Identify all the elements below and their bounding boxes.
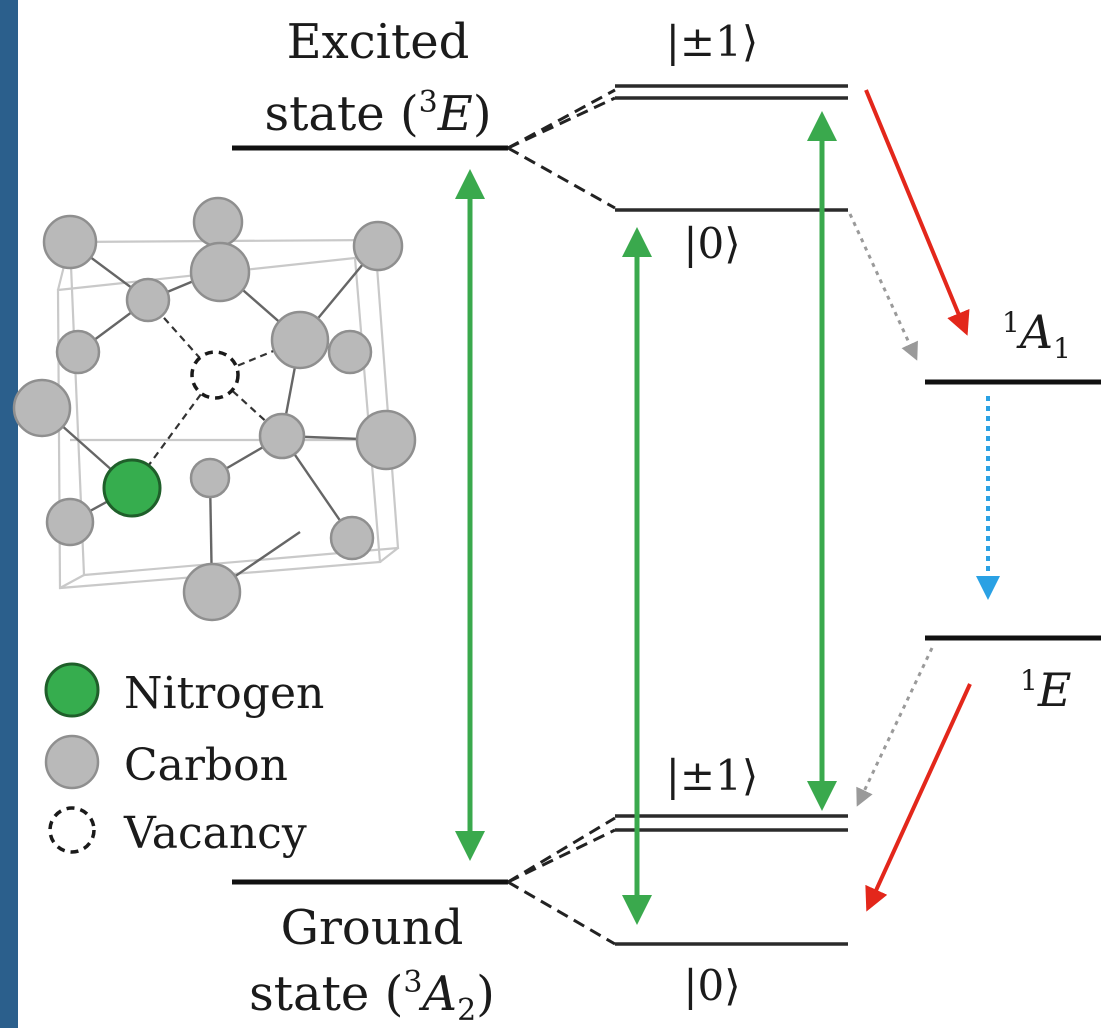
ground-split-line xyxy=(507,828,616,884)
legend-carbon-swatch xyxy=(44,734,100,790)
carbon-atom xyxy=(55,329,101,375)
nitrogen-atom xyxy=(102,458,162,518)
ground-0-label: |0⟩ xyxy=(683,961,740,1010)
weak-isc-to-a1-arrow xyxy=(848,213,918,361)
carbon-atom xyxy=(192,196,244,248)
excited-state-group: Excited state (3E) |±1⟩ |0⟩ xyxy=(232,14,848,268)
optical-transitions xyxy=(455,111,837,925)
left-frame-edge xyxy=(0,0,18,1028)
intersystem-crossings xyxy=(848,89,1000,912)
singlet-levels: 1A1 1E xyxy=(925,305,1101,717)
vacancy-site xyxy=(190,350,240,400)
isc-to-a1-arrow xyxy=(864,89,970,336)
carbon-atoms xyxy=(12,196,417,622)
diamond-lattice xyxy=(12,196,417,622)
ground-state-label: state (3A2) xyxy=(249,965,495,1028)
carbon-atom xyxy=(45,497,95,547)
excited-state-label: state (3E) xyxy=(264,85,491,142)
carbon-atom xyxy=(352,220,404,272)
carbon-atom xyxy=(182,562,242,622)
carbon-atom xyxy=(125,277,171,323)
carbon-atom xyxy=(189,241,251,303)
legend-nitrogen-swatch xyxy=(44,662,100,718)
ground-pm1-label: |±1⟩ xyxy=(666,751,758,800)
carbon-atom xyxy=(327,329,373,375)
carbon-atom xyxy=(355,409,417,471)
legend-nitrogen-label: Nitrogen xyxy=(124,668,324,719)
weak-isc-to-ground-arrow xyxy=(856,647,934,807)
ground-split-line xyxy=(507,816,616,884)
excited-split-line xyxy=(507,146,616,210)
singlet-e-label: 1E xyxy=(1020,663,1071,717)
carbon-atom xyxy=(258,412,306,460)
excited-split-line xyxy=(507,96,616,150)
legend-carbon-label: Carbon xyxy=(124,740,288,791)
excited-0-label: |0⟩ xyxy=(683,219,740,268)
legend: Nitrogen Carbon Vacancy xyxy=(44,662,324,859)
legend-vacancy-label: Vacancy xyxy=(123,808,307,859)
carbon-atom xyxy=(329,515,375,561)
carbon-atom xyxy=(42,214,98,270)
ground-split-line xyxy=(507,880,616,946)
carbon-atom xyxy=(189,457,231,499)
carbon-atom xyxy=(12,378,72,438)
excited-pm1-label: |±1⟩ xyxy=(666,17,758,66)
ground-state-title: Ground xyxy=(281,900,464,956)
ground-state-group: |±1⟩ |0⟩ Ground state (3A2) xyxy=(232,751,848,1028)
excited-state-title: Excited xyxy=(287,14,470,70)
singlet-a1-label: 1A1 xyxy=(1002,305,1071,365)
excited-split-line xyxy=(507,88,616,150)
carbon-atom xyxy=(270,310,330,370)
isc-to-ground-arrow xyxy=(865,683,972,912)
legend-vacancy-swatch xyxy=(48,806,96,854)
